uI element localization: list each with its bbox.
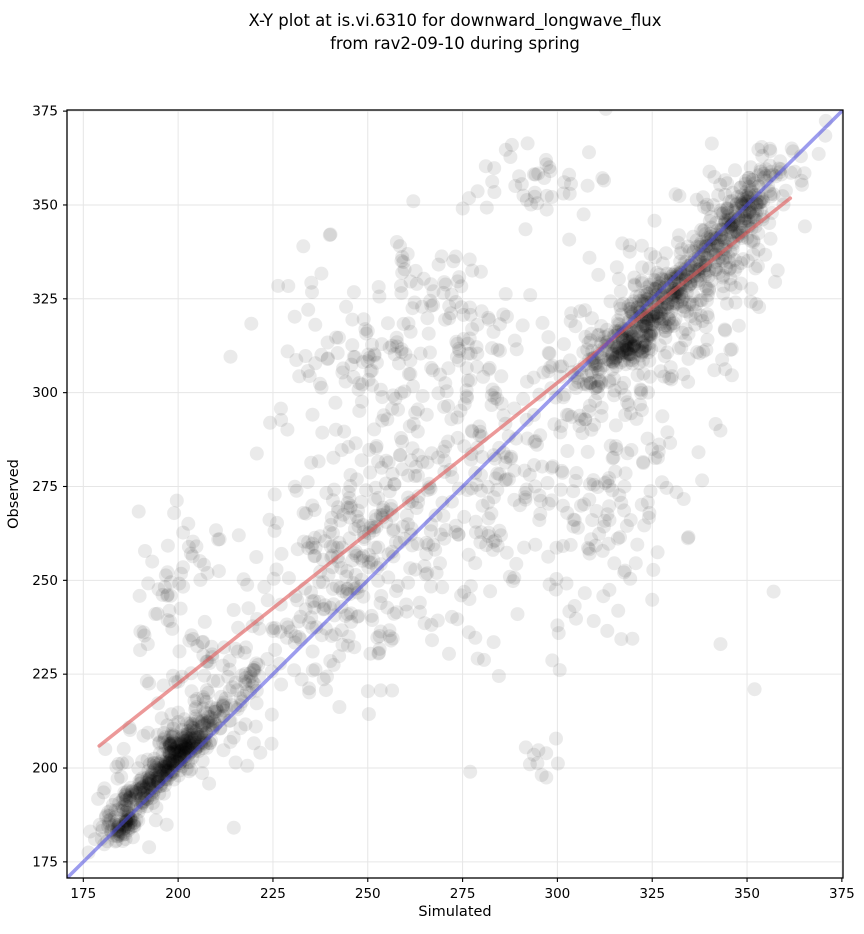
y-tick-labels: 175 200 225 250 275 300 325 350 375 — [32, 104, 67, 870]
y-tick-label: 250 — [32, 573, 58, 589]
regression-line — [97, 196, 793, 748]
x-tick-label: 200 — [165, 886, 191, 902]
y-axis-label: Observed — [6, 459, 22, 529]
x-tick-label: 375 — [829, 886, 855, 902]
x-tick-labels: 175 200 225 250 275 300 325 350 375 — [70, 878, 855, 902]
grid-lines — [67, 110, 843, 878]
x-tick-label: 350 — [734, 886, 760, 902]
y-tick-label: 325 — [32, 291, 58, 307]
y-tick-label: 225 — [32, 667, 58, 683]
y-tick-label: 200 — [32, 761, 58, 777]
x-axis-label: Simulated — [418, 904, 491, 920]
x-tick-label: 250 — [355, 886, 381, 902]
y-tick-label: 375 — [32, 104, 58, 120]
identity-line — [67, 110, 843, 878]
x-tick-label: 275 — [450, 886, 476, 902]
y-tick-label: 175 — [32, 854, 58, 870]
y-tick-label: 300 — [32, 385, 58, 401]
x-tick-label: 325 — [639, 886, 665, 902]
x-tick-label: 175 — [70, 886, 96, 902]
chart-title-line1: X-Y plot at is.vi.6310 for downward_long… — [248, 11, 662, 30]
y-tick-label: 350 — [32, 197, 58, 213]
scatter-points — [81, 110, 833, 860]
chart-title-line2: from rav2-09-10 during spring — [330, 34, 580, 53]
x-tick-label: 300 — [545, 886, 571, 902]
y-tick-label: 275 — [32, 479, 58, 495]
axes-frame — [66, 109, 844, 879]
x-tick-label: 225 — [260, 886, 286, 902]
chart-title: X-Y plot at is.vi.6310 for downward_long… — [248, 9, 661, 55]
